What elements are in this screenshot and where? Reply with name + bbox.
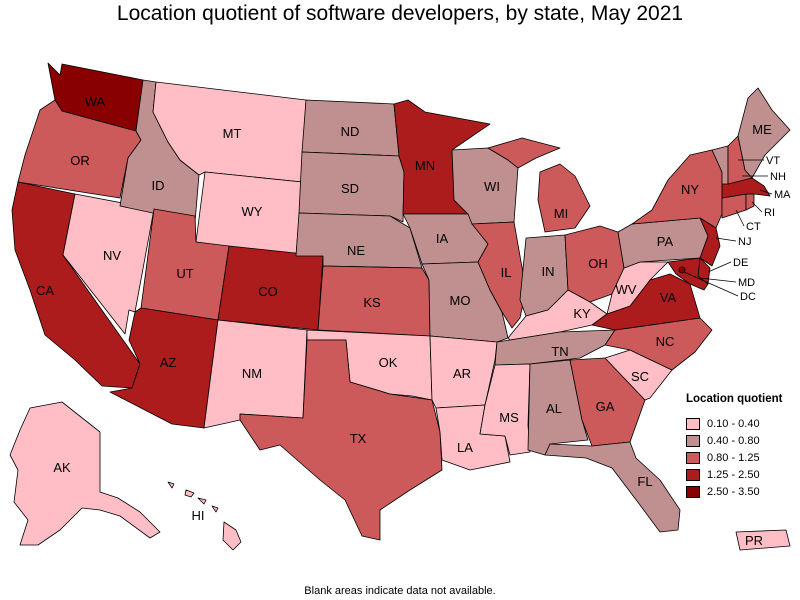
state-nj[interactable] (699, 217, 721, 267)
state-label-wi: WI (484, 179, 500, 194)
state-ak[interactable] (9, 401, 161, 546)
state-fl[interactable] (544, 441, 681, 533)
leader-lines (683, 159, 773, 297)
state-label-ms: MS (499, 410, 519, 425)
legend: Location quotient 0.10 - 0.40 0.40 - 0.8… (686, 393, 796, 500)
state-label-oh: OH (588, 256, 608, 271)
legend-item: 2.50 - 3.50 (686, 483, 796, 500)
state-label-ks: KS (363, 295, 381, 310)
state-label-or: OR (70, 153, 90, 168)
state-label-md: MD (738, 277, 755, 289)
state-label-ma: MA (774, 189, 791, 201)
state-label-nd: ND (341, 124, 360, 139)
state-label-co: CO (258, 284, 278, 299)
state-label-dc: DC (740, 291, 756, 303)
state-tx[interactable] (239, 339, 443, 541)
map-title: Location quotient of software developers… (116, 2, 684, 25)
state-ri[interactable] (745, 193, 755, 211)
state-label-ia: IA (436, 231, 449, 246)
state-hi[interactable] (167, 481, 242, 551)
state-me[interactable] (737, 87, 791, 179)
legend-swatch (686, 468, 700, 481)
state-label-ct: CT (746, 221, 761, 233)
state-label-mi: MI (554, 206, 568, 221)
state-label-wa: WA (85, 94, 106, 109)
state-ny[interactable] (631, 149, 723, 229)
state-label-az: AZ (160, 355, 177, 370)
state-label-ar: AR (453, 366, 471, 381)
legend-label: 0.10 - 0.40 (707, 417, 760, 430)
legend-swatch (686, 434, 700, 447)
state-label-in: IN (542, 264, 555, 279)
state-label-vt: VT (766, 155, 780, 167)
state-label-mn: MN (415, 158, 435, 173)
state-ma[interactable] (721, 177, 771, 199)
state-label-mo: MO (450, 293, 471, 308)
state-label-ak: AK (53, 460, 71, 475)
footnote: Blank areas indicate data not available. (304, 585, 496, 597)
state-label-mt: MT (223, 126, 242, 141)
state-label-fl: FL (637, 474, 652, 489)
legend-swatch (686, 485, 700, 498)
state-label-tn: TN (551, 344, 568, 359)
state-pr[interactable] (735, 529, 791, 551)
state-label-il: IL (501, 265, 512, 280)
state-label-ga: GA (596, 399, 615, 414)
state-label-ny: NY (681, 182, 699, 197)
state-dc[interactable] (678, 266, 686, 274)
state-label-va: VA (660, 290, 677, 305)
state-label-hi: HI (192, 508, 205, 523)
legend-label: 0.40 - 0.80 (707, 434, 760, 447)
state-label-tx: TX (350, 431, 367, 446)
legend-swatch (686, 417, 700, 430)
state-label-pr: PR (745, 533, 763, 548)
legend-label: 2.50 - 3.50 (707, 485, 760, 498)
state-label-me: ME (752, 122, 772, 137)
state-label-de: DE (733, 257, 748, 269)
state-label-nj: NJ (738, 236, 751, 248)
state-label-ky: KY (573, 306, 591, 321)
state-label-ca: CA (36, 283, 54, 298)
state-label-wy: WY (242, 204, 263, 219)
state-label-pa: PA (657, 234, 674, 249)
legend-label: 1.25 - 2.50 (707, 468, 760, 481)
state-label-nc: NC (656, 334, 675, 349)
state-label-nv: NV (103, 248, 121, 263)
state-label-ne: NE (347, 243, 365, 258)
state-labels: WA OR CA NV ID MT WY UT AZ CO NM ND SD N… (36, 94, 791, 548)
state-label-nm: NM (242, 366, 262, 381)
state-label-ok: OK (379, 355, 398, 370)
state-label-ri: RI (764, 207, 775, 219)
legend-item: 0.40 - 0.80 (686, 432, 796, 449)
legend-swatch (686, 451, 700, 464)
legend-item: 0.10 - 0.40 (686, 415, 796, 432)
legend-item: 1.25 - 2.50 (686, 466, 796, 483)
legend-item: 0.80 - 1.25 (686, 449, 796, 466)
state-il[interactable] (471, 221, 527, 329)
state-label-al: AL (546, 401, 562, 416)
state-label-wv: WV (616, 282, 637, 297)
state-label-sc: SC (631, 369, 649, 384)
state-label-nh: NH (770, 171, 786, 183)
state-label-ut: UT (176, 266, 193, 281)
state-label-sd: SD (341, 181, 359, 196)
legend-title: Location quotient (686, 393, 783, 405)
state-label-la: LA (457, 440, 473, 455)
state-nc[interactable] (604, 317, 713, 371)
state-vt[interactable] (711, 145, 729, 185)
legend-label: 0.80 - 1.25 (707, 451, 760, 464)
state-label-id: ID (152, 178, 165, 193)
state-mi[interactable] (487, 137, 591, 233)
